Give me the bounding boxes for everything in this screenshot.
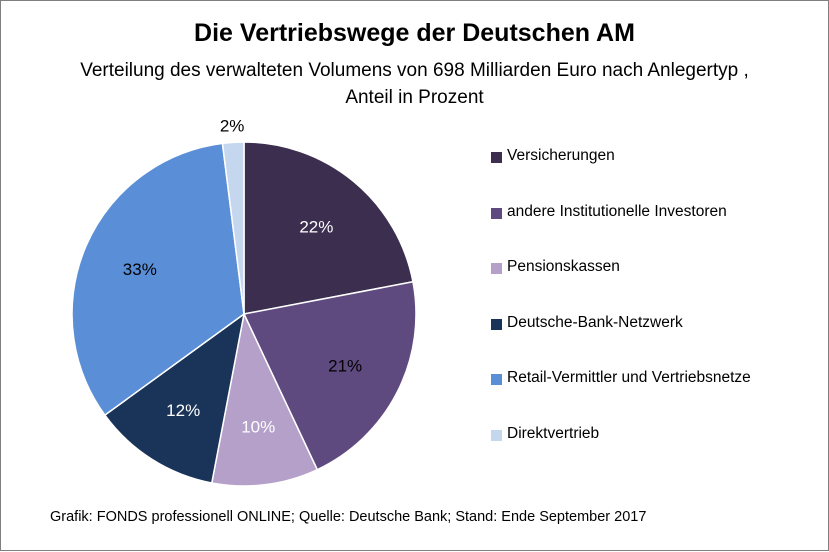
chart-footer: Grafik: FONDS professionell ONLINE; Quel…: [50, 509, 647, 525]
legend-label: Retail-Vermittler und Vertriebsnetze: [507, 369, 751, 386]
chart-title: Die Vertriebswege der Deutschen AM: [194, 19, 635, 47]
legend-label: andere Institutionelle Investoren: [507, 202, 727, 220]
legend-item-direktvertrieb: Direktvertrieb: [491, 425, 751, 481]
pie-slice-andere-institutionelle-investoren: [242, 280, 417, 471]
legend-swatch: [491, 207, 502, 219]
data-label-direktvertrieb: 2%: [220, 116, 245, 135]
data-label-deutsche-bank-netzwerk: 12%: [166, 401, 200, 420]
data-label-pensionskassen: 10%: [241, 418, 275, 437]
legend-swatch: [491, 263, 502, 274]
legend-label: Deutsche-Bank-Netzwerk: [507, 313, 683, 331]
pie-slice-pensionskassen: [210, 311, 319, 487]
pie-slice-deutsche-bank-netzwerk: [103, 312, 246, 484]
legend-item-andere-institutionelle-investoren: andere Institutionelle Investoren: [491, 203, 751, 259]
legend-swatch: [491, 429, 502, 441]
pie-slice-versicherungen: [243, 141, 414, 315]
legend-label: Versicherungen: [507, 147, 615, 164]
data-label-retail-vermittler: 33%: [123, 260, 157, 279]
legend-label: Direktvertrieb: [507, 424, 600, 442]
legend-swatch: [491, 318, 502, 330]
data-label-andere-institutionelle-investoren: 21%: [328, 357, 362, 376]
legend-item-pensionskassen: Pensionskassen: [491, 258, 751, 314]
chart-legend: Versicherungen andere Institutionelle Inv…: [491, 147, 751, 480]
legend-swatch: [491, 374, 502, 385]
legend-item-versicherungen: Versicherungen: [491, 147, 751, 203]
legend-item-deutsche-bank-netzwerk: Deutsche-Bank-Netzwerk: [491, 314, 751, 370]
legend-item-retail-vermittler: Retail-Vermittler und Vertriebsnetze: [491, 369, 751, 425]
chart-subtitle: Verteilung des verwalteten Volumens von …: [80, 60, 749, 108]
pie-slice-retail-vermittler: [71, 142, 245, 417]
pie-slice-direktvertrieb: [221, 141, 245, 315]
legend-swatch: [491, 152, 502, 163]
data-label-versicherungen: 22%: [299, 218, 333, 237]
legend-label: Pensionskassen: [507, 258, 620, 275]
